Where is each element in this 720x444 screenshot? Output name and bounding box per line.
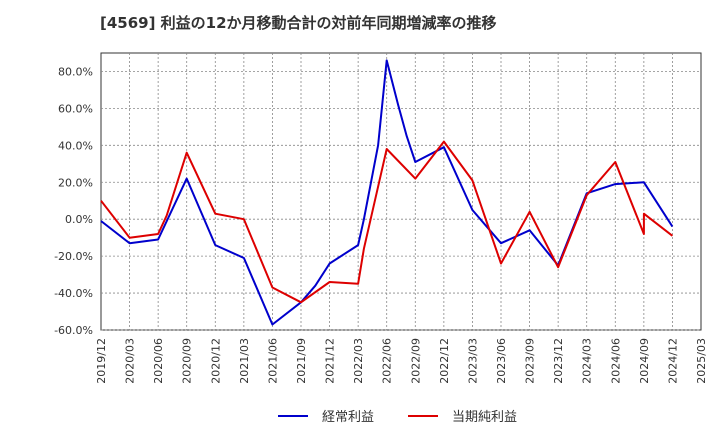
y-axis-tick-labels: 80.0% 60.0% 40.0% 20.0% 0.0% -20.0% -40.0% -60.…	[54, 65, 93, 337]
legend: 経常利益 当期純利益	[278, 410, 517, 425]
y-tick-label: -60.0%	[54, 324, 93, 337]
legend-label-2: 当期純利益	[452, 410, 517, 425]
x-tick-label: 2020/06	[152, 338, 165, 384]
x-tick-label: 2021/12	[324, 338, 337, 384]
x-tick-label: 2021/09	[295, 338, 308, 384]
x-tick-label: 2019/12	[95, 338, 108, 384]
x-tick-label: 2023/12	[552, 338, 565, 384]
x-tick-label: 2022/12	[438, 338, 451, 384]
x-tick-label: 2022/09	[409, 338, 422, 384]
x-tick-label: 2023/09	[524, 338, 537, 384]
y-tick-label: 0.0%	[65, 213, 93, 226]
x-tick-label: 2024/12	[666, 338, 679, 384]
x-tick-label: 2024/06	[609, 338, 622, 384]
x-tick-label: 2021/03	[238, 338, 251, 384]
plot-area	[100, 52, 702, 331]
y-tick-label: 60.0%	[58, 102, 93, 115]
x-tick-label: 2022/06	[381, 338, 394, 384]
y-tick-label: -20.0%	[54, 250, 93, 263]
y-tick-label: 80.0%	[58, 65, 93, 78]
y-tick-label: -40.0%	[54, 287, 93, 300]
legend-label-1: 経常利益	[322, 410, 374, 425]
plot-frame	[100, 52, 702, 331]
y-tick-label: 40.0%	[58, 139, 93, 152]
x-tick-label: 2024/09	[638, 338, 651, 384]
x-axis-tick-labels: 2019/12 2020/03 2020/06 2020/09 2020/12 2021/…	[95, 338, 708, 384]
x-tick-label: 2020/12	[209, 338, 222, 384]
x-tick-label: 2022/03	[352, 338, 365, 384]
x-tick-label: 2020/09	[181, 338, 194, 384]
chart-title: [4569] 利益の12か月移動合計の対前年同期増減率の推移	[100, 14, 497, 32]
x-tick-label: 2023/03	[466, 338, 479, 384]
series-line-2	[100, 140, 674, 304]
y-tick-label: 20.0%	[58, 176, 93, 189]
x-tick-label: 2025/03	[695, 338, 708, 384]
x-tick-label: 2020/03	[124, 338, 137, 384]
x-tick-label: 2023/06	[495, 338, 508, 384]
x-tick-label: 2024/03	[581, 338, 594, 384]
series-lines	[100, 59, 674, 326]
x-tick-label: 2021/06	[266, 338, 279, 384]
